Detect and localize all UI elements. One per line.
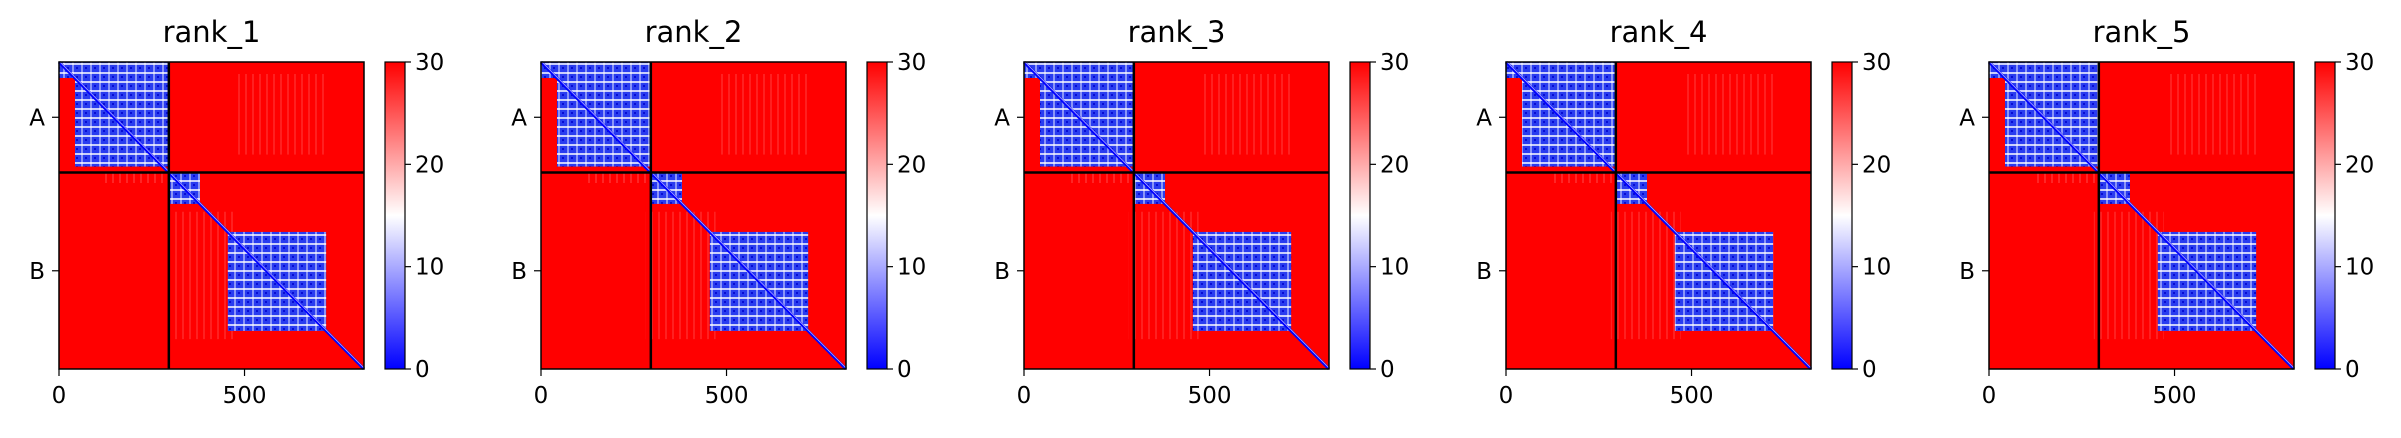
diagonal-line [1024, 61, 1330, 369]
interchain-texture [2093, 211, 2164, 340]
panel-title: rank_1 [163, 15, 261, 49]
pae-panel: rank_1 A B 0 500 0 10 20 30 [29, 15, 444, 409]
interchain-texture [1200, 74, 1294, 155]
x-tick-label: 500 [1670, 383, 1714, 409]
x-tick-label: 500 [705, 383, 749, 409]
pae-panel: rank_3 A B 0 500 0 10 20 30 [994, 15, 1409, 409]
chain-label: A [1959, 105, 1975, 131]
colorbar [1349, 61, 1371, 370]
chain-label: B [511, 259, 527, 285]
diagonal-line [1504, 60, 1813, 371]
panel-title: rank_3 [1128, 15, 1226, 49]
colorbar-tick-label: 30 [1862, 50, 1891, 76]
diagonal-line [1987, 60, 2296, 371]
colorbar-tick-label: 10 [1380, 255, 1409, 281]
chain-label: A [29, 105, 45, 131]
x-tick-label: 0 [1982, 383, 1997, 409]
x-tick-label: 0 [52, 383, 67, 409]
x-tick-label: 500 [223, 383, 267, 409]
plot-frame [58, 61, 365, 370]
chain-label: B [1959, 259, 1975, 285]
colorbar-tick-label: 30 [897, 50, 926, 76]
plot-frame [1023, 61, 1330, 370]
chain-label: B [1476, 259, 1492, 285]
colorbar [866, 61, 888, 370]
interchain-texture [1610, 211, 1681, 340]
low-error-block [541, 62, 651, 78]
panel-title: rank_2 [645, 15, 743, 49]
low-error-block [2005, 68, 2099, 167]
low-error-block [557, 68, 651, 167]
plot-frame [540, 61, 847, 370]
colorbar [2314, 61, 2336, 370]
diagonal-line [1506, 61, 1812, 369]
colorbar-tick-label: 0 [415, 357, 430, 383]
interchain-texture [584, 172, 651, 184]
diagonal-line [541, 61, 847, 369]
pae-panel: rank_5 A B 0 500 0 10 20 30 [1959, 15, 2374, 409]
interchain-texture [1682, 74, 1776, 155]
interchain-texture [1549, 172, 1616, 184]
x-tick-label: 500 [1188, 383, 1232, 409]
low-error-block [75, 68, 169, 167]
x-tick-label: 500 [2153, 383, 2197, 409]
colorbar-tick-label: 20 [897, 152, 926, 178]
plot-frame [1505, 61, 1812, 370]
diagonal-line [57, 60, 366, 371]
diagonal-line [59, 61, 365, 369]
colorbar-tick-label: 30 [2345, 50, 2374, 76]
low-error-block [1506, 62, 1616, 78]
x-tick-label: 0 [534, 383, 549, 409]
colorbar-tick-label: 20 [2345, 152, 2374, 178]
x-tick-label: 0 [1017, 383, 1032, 409]
colorbar-tick-label: 30 [415, 50, 444, 76]
diagonal-line [1989, 61, 2295, 369]
colorbar-tick-label: 0 [1862, 357, 1877, 383]
low-error-block [1522, 68, 1616, 167]
pae-panel: rank_2 A B 0 500 0 10 20 30 [511, 15, 926, 409]
panel-title: rank_4 [1610, 15, 1708, 49]
low-error-block [1989, 62, 2099, 78]
chain-label: A [511, 105, 527, 131]
colorbar-tick-label: 10 [2345, 255, 2374, 281]
panel-title: rank_5 [2093, 15, 2191, 49]
colorbar-tick-label: 0 [897, 357, 912, 383]
interchain-texture [2032, 172, 2099, 184]
colorbar-tick-label: 20 [1862, 152, 1891, 178]
chain-label: B [994, 259, 1010, 285]
chain-label: A [1476, 105, 1492, 131]
interchain-texture [1067, 172, 1134, 184]
x-tick-label: 0 [1499, 383, 1514, 409]
chain-label: B [29, 259, 45, 285]
interchain-texture [717, 74, 811, 155]
low-error-block [1040, 68, 1134, 167]
interchain-texture [163, 211, 234, 340]
colorbar-tick-label: 10 [1862, 255, 1891, 281]
interchain-texture [1128, 211, 1199, 340]
diagonal-line [539, 60, 848, 371]
colorbar-tick-label: 20 [1380, 152, 1409, 178]
low-error-block [1024, 62, 1134, 78]
colorbar-tick-label: 0 [1380, 357, 1395, 383]
diagonal-line [1022, 60, 1331, 371]
pae-panel: rank_4 A B 0 500 0 10 20 30 [1476, 15, 1891, 409]
colorbar [1831, 61, 1853, 370]
colorbar-tick-label: 10 [415, 255, 444, 281]
interchain-texture [645, 211, 716, 340]
colorbar-tick-label: 30 [1380, 50, 1409, 76]
colorbar-tick-label: 0 [2345, 357, 2360, 383]
interchain-texture [235, 74, 329, 155]
plot-frame [1988, 61, 2295, 370]
chain-label: A [994, 105, 1010, 131]
colorbar-tick-label: 20 [415, 152, 444, 178]
low-error-block [59, 62, 169, 78]
colorbar [384, 61, 406, 370]
colorbar-tick-label: 10 [897, 255, 926, 281]
interchain-texture [2165, 74, 2259, 155]
interchain-texture [102, 172, 169, 184]
